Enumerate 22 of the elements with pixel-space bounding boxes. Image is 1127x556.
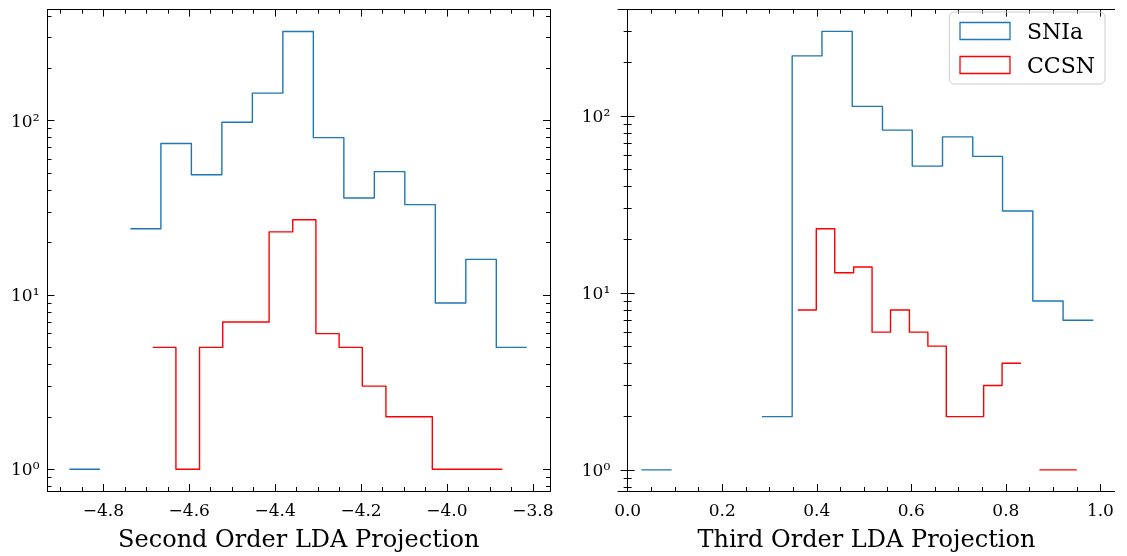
y-tick-label: 10¹ [11, 284, 40, 305]
x-tick-label: −4.2 [340, 499, 382, 520]
x-tick-label: 0.4 [803, 499, 831, 520]
y-tick-label: 10¹ [581, 282, 611, 303]
x-tick-label: −4.0 [426, 499, 468, 520]
x-tick-label: 0.8 [992, 499, 1020, 520]
x-axis-title: Second Order LDA Projection [118, 525, 480, 553]
x-tick-label: −4.8 [82, 499, 124, 520]
x-tick-label: 0.2 [708, 499, 736, 520]
x-axis-title: Third Order LDA Projection [697, 525, 1036, 553]
y-tick-label: 10² [581, 105, 611, 126]
x-tick-label: −4.6 [168, 499, 210, 520]
legend-label: SNIa [1027, 18, 1084, 44]
y-tick-label: 10² [11, 110, 40, 131]
x-tick-label: −3.8 [512, 499, 554, 520]
x-tick-label: 0.0 [614, 499, 642, 520]
y-tick-label: 10⁰ [11, 459, 40, 480]
x-tick-label: 0.6 [897, 499, 925, 520]
legend-label: CCSN [1027, 52, 1096, 78]
x-tick-label: 1.0 [1086, 499, 1114, 520]
y-tick-label: 10⁰ [581, 459, 611, 480]
x-tick-label: −4.4 [254, 499, 296, 520]
